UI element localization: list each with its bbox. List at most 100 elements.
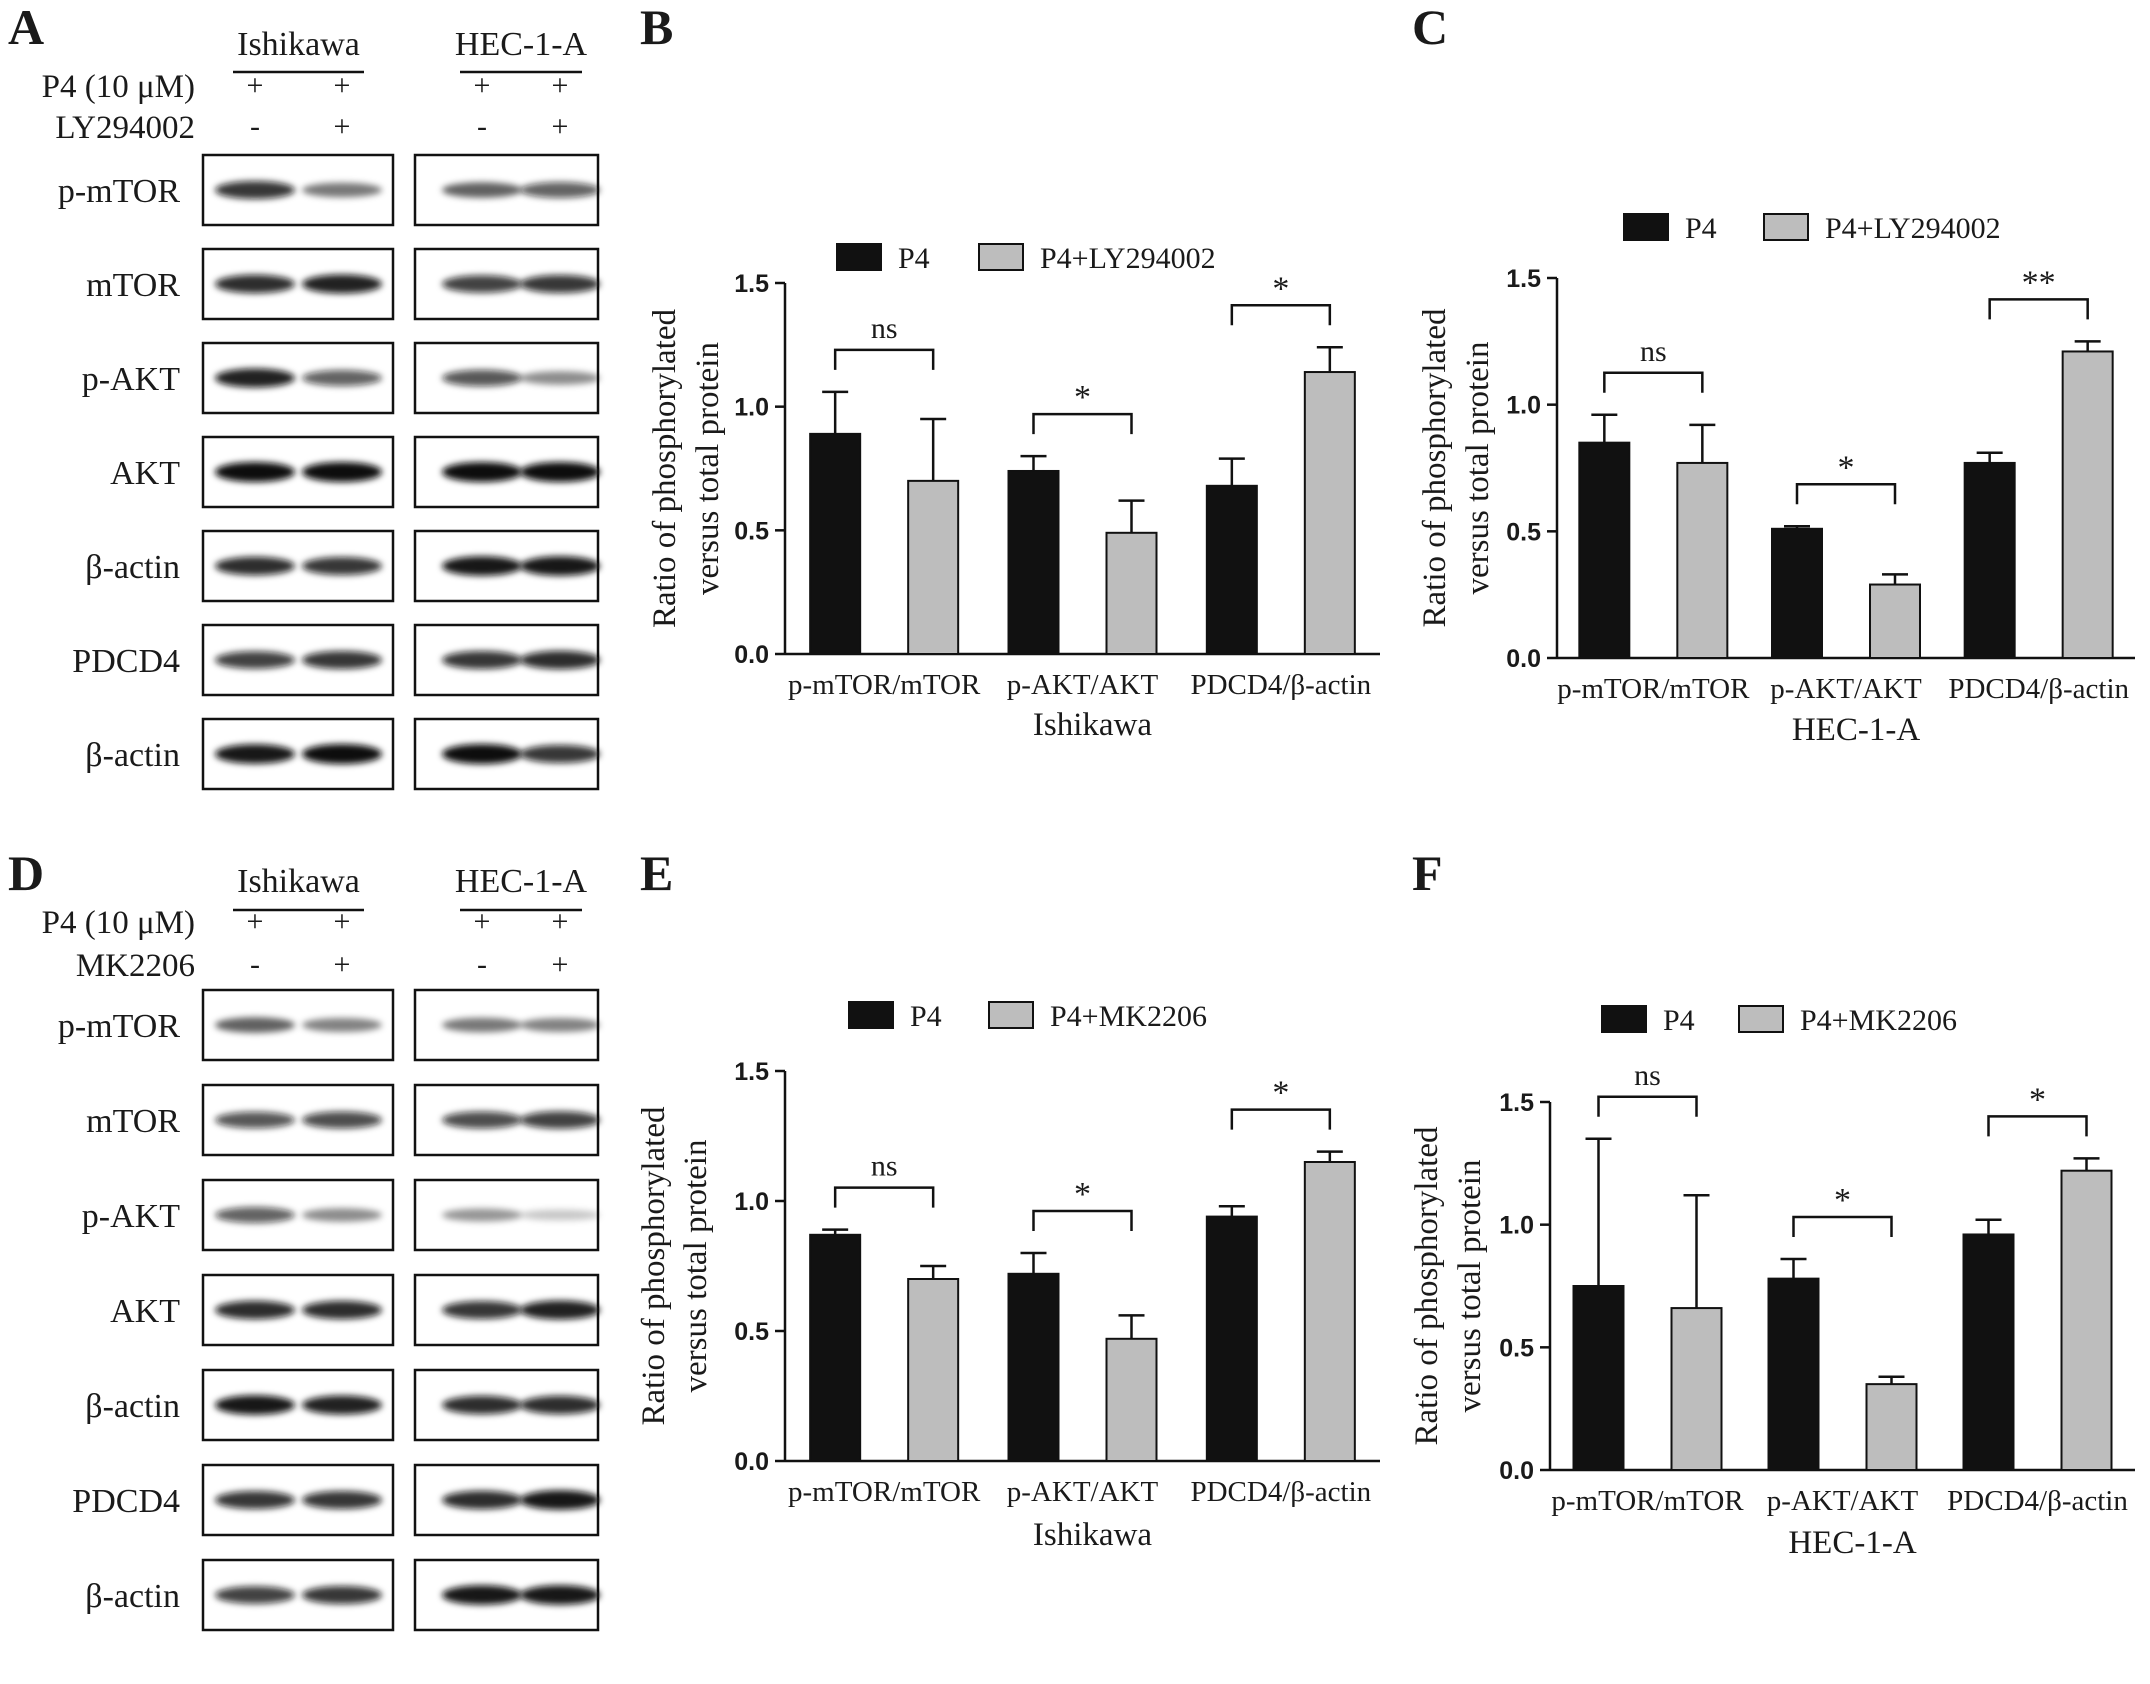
y-tick-label: 0.0	[1499, 1457, 1534, 1485]
legend-label: P4+LY294002	[1040, 242, 1216, 275]
significance-bracket	[833, 348, 935, 370]
blot-treatment-label: LY294002	[55, 110, 195, 146]
x-tick-label: PDCD4/β-actin	[1190, 669, 1371, 701]
legend-label: P4	[1685, 212, 1717, 245]
blot-band	[302, 1018, 382, 1032]
y-tick-label: 1.5	[1506, 265, 1541, 293]
x-tick-label: p-mTOR/mTOR	[1557, 673, 1750, 705]
significance-label: **	[2022, 264, 2056, 301]
bar-chart-f: 0.0 0.5 1.0 1.5 Ratio of phosphorylated versu…	[1409, 1004, 2135, 1561]
blot-treatment-sign: +	[334, 905, 351, 938]
blot-band	[215, 1300, 295, 1320]
blot-band	[215, 274, 295, 294]
blot-row-label: β-actin	[85, 549, 180, 586]
blot-treatment-sign: +	[334, 110, 351, 143]
blot-band	[520, 371, 600, 385]
bar-treated	[2061, 350, 2114, 659]
x-tick-label: p-mTOR/mTOR	[788, 1476, 981, 1508]
significance-label: *	[2029, 1081, 2046, 1118]
significance-label: *	[1272, 1075, 1289, 1112]
y-tick-label: 1.5	[734, 270, 769, 298]
y-tick-label: 1.5	[1499, 1089, 1534, 1117]
x-tick-label: p-AKT/AKT	[1767, 1485, 1919, 1517]
bar-treated	[1869, 583, 1921, 659]
y-axis-label: versus total protein	[1452, 1160, 1488, 1413]
blot-band	[520, 1018, 600, 1032]
significance-bracket	[1792, 1215, 1893, 1238]
legend-swatch	[988, 1001, 1034, 1029]
x-tick-label: p-AKT/AKT	[1007, 1476, 1159, 1508]
bar-chart-e: 0.0 0.5 1.0 1.5 Ratio of phosphorylated versu…	[636, 1000, 1380, 1553]
blot-band	[215, 744, 295, 764]
blot-treatment-sign: +	[474, 69, 491, 102]
x-tick-label: PDCD4/β-actin	[1190, 1476, 1371, 1508]
y-tick-label: 0.0	[734, 1448, 769, 1476]
y-tick-label: 1.0	[734, 394, 769, 422]
blot-band	[215, 1111, 295, 1129]
blot-row-label: PDCD4	[72, 643, 180, 680]
blot-band	[302, 1491, 382, 1509]
significance-label: ns	[1634, 1059, 1661, 1092]
panel-letter-e: E	[640, 845, 673, 901]
blot-treatment-sign: +	[247, 905, 264, 938]
significance-label: *	[1074, 379, 1091, 416]
bar-treated	[2060, 1169, 2113, 1472]
blot-treatment-label: P4 (10 μM)	[42, 905, 195, 941]
blot-band	[215, 462, 295, 482]
blot-row-label: p-mTOR	[58, 1008, 180, 1045]
legend-label: P4+MK2206	[1800, 1004, 1957, 1037]
bar-p4	[1962, 1233, 2015, 1471]
blot-band	[442, 1208, 522, 1222]
blot-row-label: mTOR	[86, 1103, 180, 1140]
blot-band	[302, 370, 382, 386]
blot-band	[520, 182, 600, 198]
blot-cell-line-label: Ishikawa	[237, 863, 360, 900]
bar-p4	[1205, 484, 1258, 655]
blot-band	[520, 745, 600, 763]
blot-band	[442, 275, 522, 293]
blot-band	[302, 1300, 382, 1320]
blot-band	[442, 1111, 522, 1129]
blot-cell-line-label: Ishikawa	[237, 26, 360, 63]
blot-band	[215, 1395, 295, 1415]
x-tick-label: p-AKT/AKT	[1007, 669, 1159, 701]
bar-p4	[1578, 441, 1631, 659]
panel-letter-f: F	[1412, 845, 1443, 901]
blot-band	[215, 1586, 295, 1604]
legend-label: P4	[910, 1000, 942, 1033]
bar-treated	[1303, 1161, 1356, 1462]
blot-panel-d: Ishikawa HEC-1-A P4 (10 μM) + + + + MK2206 - + - + p…	[42, 863, 600, 1632]
significance-bracket	[1230, 304, 1332, 326]
blot-band	[520, 462, 600, 482]
significance-label: *	[1834, 1182, 1851, 1219]
blot-band	[302, 274, 382, 294]
y-axis-label: Ratio of phosphorylated	[636, 1106, 672, 1425]
significance-bracket	[833, 1186, 935, 1208]
y-tick-label: 1.0	[1499, 1212, 1534, 1240]
blot-row-label: PDCD4	[72, 1483, 180, 1520]
blot-treatment-sign: -	[250, 110, 260, 143]
blot-band	[520, 1209, 600, 1221]
bar-p4	[1007, 1272, 1060, 1463]
significance-bracket	[1032, 1209, 1133, 1231]
legend-label: P4+MK2206	[1050, 1000, 1207, 1033]
blot-band	[442, 651, 522, 669]
y-tick-label: 1.0	[734, 1188, 769, 1216]
blot-band	[442, 369, 522, 387]
significance-label: *	[1838, 449, 1855, 486]
blot-row-label: AKT	[110, 455, 180, 492]
blot-row-label: β-actin	[85, 1578, 180, 1615]
blot-band	[302, 462, 382, 482]
blot-band	[215, 1207, 295, 1223]
blot-band	[520, 1300, 600, 1320]
y-tick-label: 0.5	[734, 517, 769, 545]
blot-band	[520, 1585, 600, 1605]
legend-label: P4	[898, 242, 930, 275]
significance-bracket	[1230, 1108, 1332, 1130]
bar-p4	[1205, 1215, 1258, 1462]
bar-p4	[1007, 469, 1060, 655]
bar-chart-c: 0.0 0.5 1.0 1.5 Ratio of phosphorylated versu…	[1417, 212, 2135, 748]
bar-p4	[1771, 527, 1823, 659]
legend-swatch	[836, 243, 882, 271]
y-axis-label: Ratio of phosphorylated	[1417, 308, 1453, 627]
